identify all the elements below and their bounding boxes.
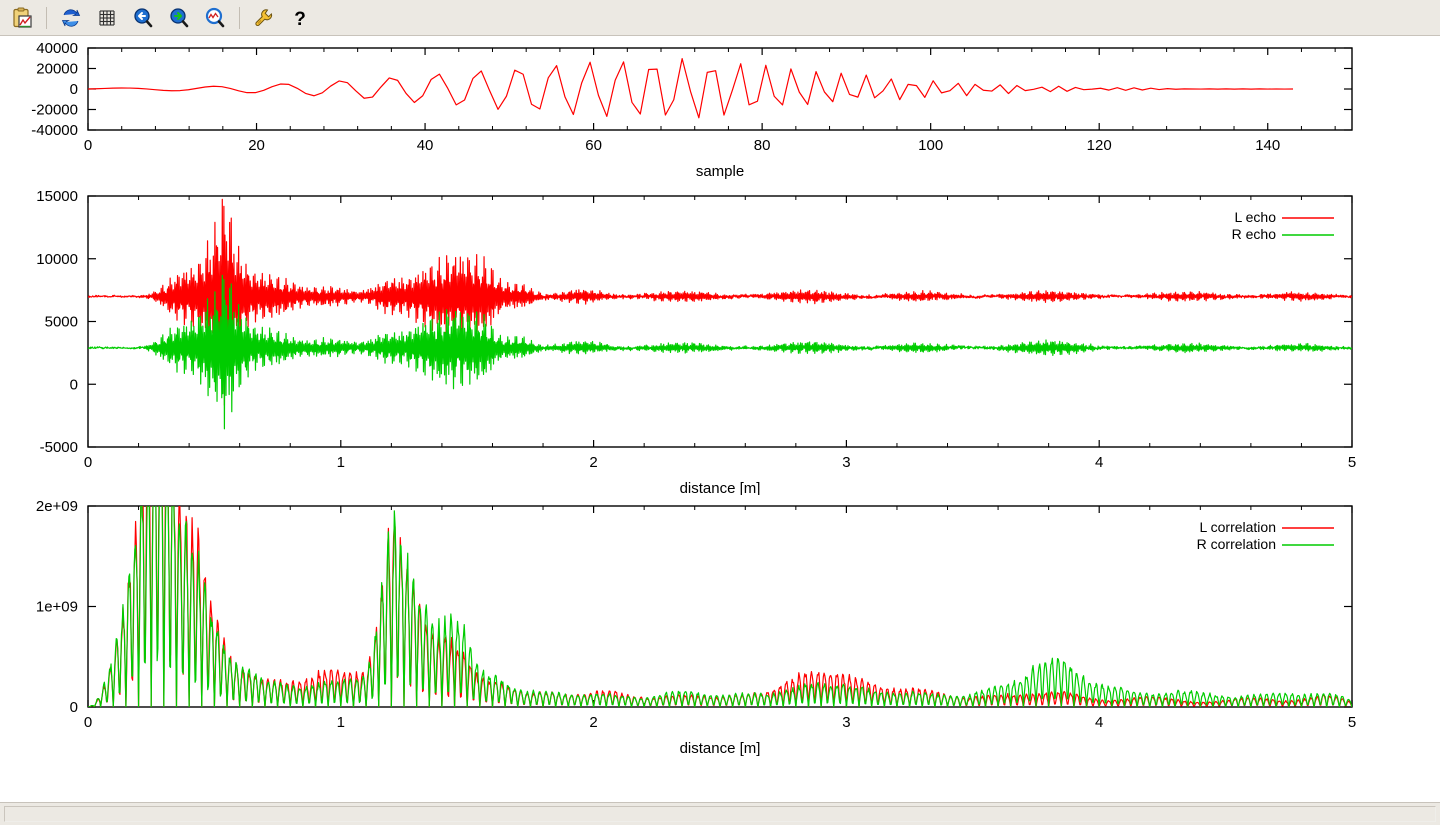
copy-plot-to-clipboard-button[interactable]: [6, 3, 38, 33]
x-tick-label: 40: [417, 137, 434, 154]
zoom-previous-button[interactable]: [127, 3, 159, 33]
x-tick-label: 20: [248, 137, 265, 154]
clipboard-chart-icon: [13, 7, 32, 28]
settings-button[interactable]: [248, 3, 280, 33]
legend-label: R correlation: [1197, 536, 1276, 552]
toolbar-separator-2: [239, 6, 240, 29]
x-tick-label: 140: [1255, 137, 1280, 154]
correlation-plot-panel[interactable]: 0 1 2 3 4 5 0 1e+09 2e+09 distance [m] L correlati…: [0, 495, 1440, 802]
pulse-plot-panel[interactable]: 0 20 40 60 80 100 120 140 -40000 -20000 0 20000 4000…: [0, 37, 1440, 185]
help-button[interactable]: ?: [284, 3, 316, 33]
zoom-forward-icon: [170, 7, 189, 27]
zoom-fit-button[interactable]: [199, 3, 231, 33]
y-tick-label: 0: [70, 699, 78, 716]
correlation-plot-svg[interactable]: 0 1 2 3 4 5 0 1e+09 2e+09 distance [m] L correlati…: [0, 495, 1440, 802]
refresh-icon: [61, 8, 81, 27]
series-r-correlation: [88, 506, 1352, 707]
series-l-echo: [88, 198, 1352, 406]
x-tick-label: 1: [337, 714, 345, 731]
zoom-next-button[interactable]: [163, 3, 195, 33]
x-tick-label: 4: [1095, 454, 1103, 471]
zoom-back-icon: [134, 7, 153, 27]
x-tick-label: 1: [337, 454, 345, 471]
x-tick-label: 120: [1087, 137, 1112, 154]
legend-label: L echo: [1234, 209, 1276, 225]
correlation-plot-xlabel: distance [m]: [680, 740, 761, 757]
x-tick-label: 5: [1348, 454, 1356, 471]
x-tick-label: 100: [918, 137, 943, 154]
x-tick-label: 0: [84, 454, 92, 471]
y-tick-label: -20000: [31, 102, 78, 119]
echo-plot-ticks: 0 1 2 3 4 5 -5000 0 5000 10000 15000: [36, 188, 1356, 471]
y-tick-label: 0: [70, 376, 78, 393]
status-text: [4, 806, 1436, 822]
x-tick-label: 80: [754, 137, 771, 154]
wrench-icon: [255, 8, 273, 26]
pulse-plot-svg[interactable]: 0 20 40 60 80 100 120 140 -40000 -20000 0 20000 4000…: [0, 37, 1440, 185]
y-tick-label: 40000: [36, 40, 78, 57]
correlation-plot-frame: [87, 505, 1353, 708]
pulse-plot-ticks: 0 20 40 60 80 100 120 140 -40000 -20000 0 20000 4000…: [31, 40, 1352, 154]
legend-label: L correlation: [1199, 519, 1276, 535]
x-tick-label: 0: [84, 137, 92, 154]
y-tick-label: 20000: [36, 61, 78, 78]
x-tick-label: 3: [842, 714, 850, 731]
x-tick-label: 2: [589, 454, 597, 471]
x-tick-label: 5: [1348, 714, 1356, 731]
y-tick-label: 0: [70, 81, 78, 98]
replot-button[interactable]: [55, 3, 87, 33]
zoom-fit-icon: [205, 7, 225, 27]
y-tick-label: -5000: [40, 439, 78, 456]
series-r-echo: [88, 274, 1352, 430]
status-bar: [0, 802, 1440, 825]
y-tick-label: 10000: [36, 251, 78, 268]
question-mark-icon: ?: [294, 9, 306, 29]
series-transmitted-pulse: [88, 58, 1294, 119]
correlation-plot-series: [88, 506, 1352, 707]
echo-plot-svg[interactable]: 0 1 2 3 4 5 -5000 0 5000 10000 15000 distance [m] L …: [0, 185, 1440, 495]
echo-plot-panel[interactable]: 0 1 2 3 4 5 -5000 0 5000 10000 15000 distance [m] L …: [0, 185, 1440, 495]
y-tick-label: 5000: [45, 314, 78, 331]
echo-plot-series: [88, 198, 1352, 430]
y-tick-label: 2e+09: [36, 498, 78, 515]
x-tick-label: 4: [1095, 714, 1103, 731]
grid-icon: [99, 9, 115, 26]
echo-plot-xlabel: distance [m]: [680, 480, 761, 495]
y-tick-label: 15000: [36, 188, 78, 205]
toolbar-separator-1: [46, 6, 47, 29]
x-tick-label: 2: [589, 714, 597, 731]
x-tick-label: 0: [84, 714, 92, 731]
toggle-grid-button[interactable]: [91, 3, 123, 33]
pulse-plot-series: [88, 58, 1294, 119]
main-toolbar: ?: [0, 0, 1440, 36]
echo-plot-frame: [87, 195, 1353, 448]
x-tick-label: 60: [585, 137, 602, 154]
plot-stack: 0 20 40 60 80 100 120 140 -40000 -20000 0 20000 4000…: [0, 37, 1440, 802]
legend-label: R echo: [1232, 226, 1277, 242]
x-tick-label: 3: [842, 454, 850, 471]
y-tick-label: -40000: [31, 122, 78, 139]
svg-text:?: ?: [294, 9, 306, 29]
pulse-plot-xlabel: sample: [696, 163, 744, 180]
y-tick-label: 1e+09: [36, 599, 78, 616]
